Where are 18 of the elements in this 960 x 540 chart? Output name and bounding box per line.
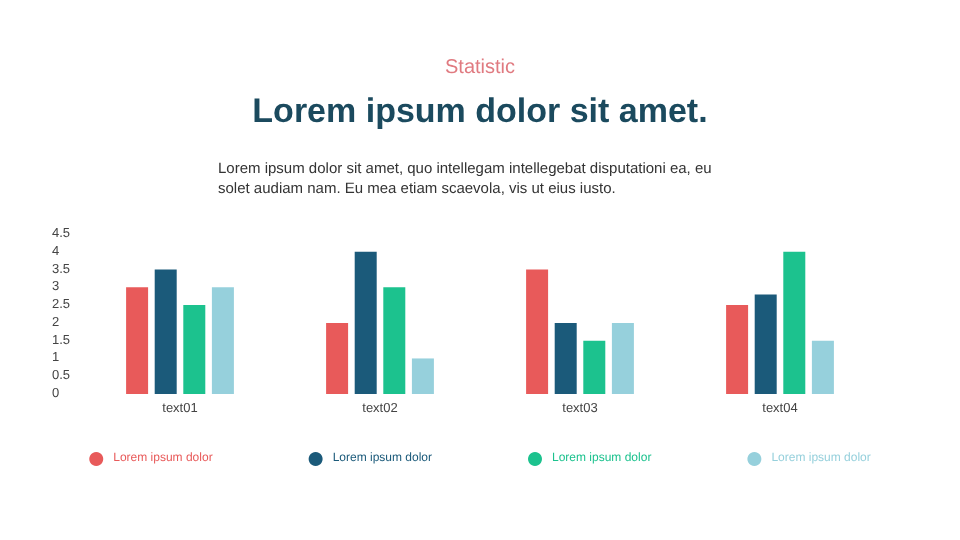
bar — [726, 305, 749, 394]
bar — [611, 322, 634, 394]
chart-title: Lorem ipsum dolor sit amet. — [252, 92, 708, 130]
bar — [526, 269, 549, 394]
bar — [326, 322, 349, 394]
chart-subtitle: Statistic — [444, 57, 516, 79]
bar — [183, 305, 206, 394]
bar — [383, 287, 406, 394]
bar — [754, 294, 777, 394]
bar — [783, 251, 806, 394]
bar — [211, 287, 234, 394]
bar — [354, 251, 377, 394]
bar — [126, 287, 149, 394]
bar — [554, 322, 577, 394]
bar — [811, 340, 834, 394]
bar — [583, 340, 606, 394]
bar — [154, 269, 177, 394]
bar — [411, 358, 434, 394]
